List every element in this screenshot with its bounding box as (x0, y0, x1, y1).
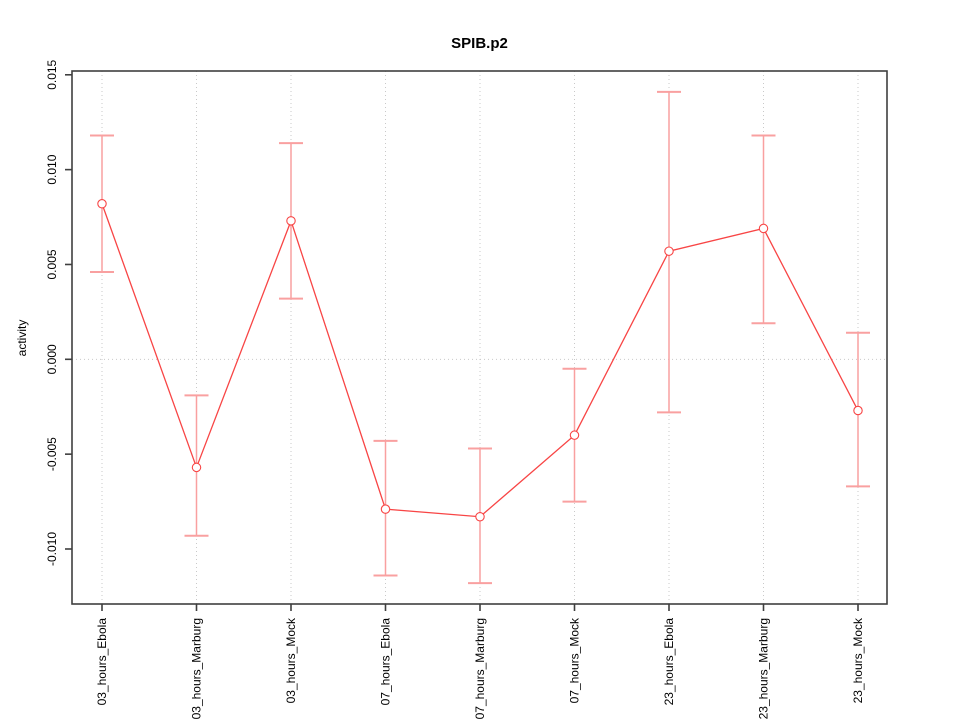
y-axis: -0.010 -0.005 0.000 0.005 0.010 0.015 (45, 59, 72, 566)
x-tick-label: 07_hours_Mock (568, 617, 582, 703)
x-tick-label: 07_hours_Ebola (379, 618, 393, 706)
y-tick-label: -0.010 (45, 532, 59, 566)
data-point-marker (191, 462, 202, 473)
chart-title: SPIB.p2 (451, 35, 508, 52)
y-tick-label: 0.000 (45, 344, 59, 374)
x-tick-label: 03_hours_Ebola (95, 618, 109, 706)
data-point-marker (380, 504, 391, 514)
data-point-marker (286, 216, 296, 226)
y-tick-label: 0.005 (45, 249, 59, 279)
data-point-marker (664, 246, 674, 256)
y-tick-label: 0.015 (45, 59, 59, 89)
data-point-marker (758, 223, 769, 234)
x-axis: 03_hours_Ebola 03_hours_Marburg 03_hours_M… (95, 604, 865, 719)
data-point-marker (853, 405, 863, 416)
y-tick-label: 0.010 (45, 154, 59, 184)
x-tick-label: 03_hours_Mock (284, 617, 298, 703)
x-tick-label: 03_hours_Marburg (190, 618, 204, 719)
x-tick-label: 23_hours_Mock (851, 617, 865, 703)
data-point-marker (569, 430, 580, 440)
data-point-marker (475, 511, 485, 522)
markers-group (97, 199, 863, 522)
error-bars-group (90, 90, 870, 585)
x-tick-label: 23_hours_Marburg (757, 618, 771, 719)
data-point-marker (97, 199, 107, 209)
x-tick-label: 07_hours_Marburg (473, 618, 487, 719)
x-tick-label: 23_hours_Ebola (662, 618, 676, 706)
y-tick-label: -0.005 (45, 437, 59, 471)
